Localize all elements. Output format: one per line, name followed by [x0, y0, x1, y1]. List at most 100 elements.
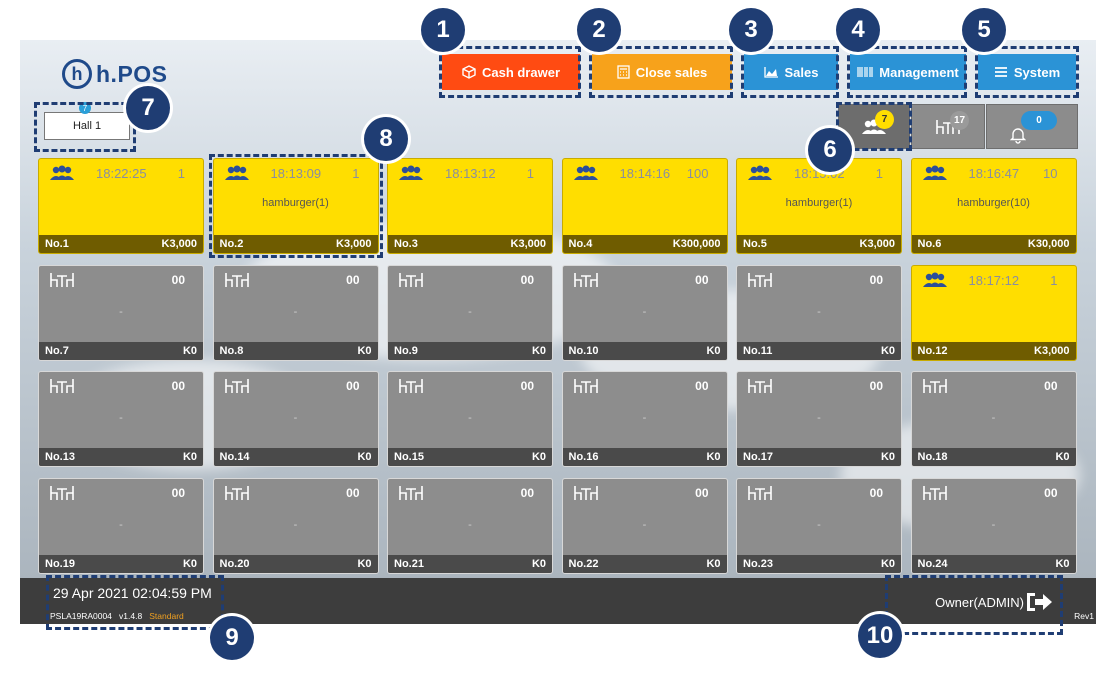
table-tile[interactable]: 00 - No.8 K0 — [212, 264, 379, 361]
filter-alerts[interactable]: 0 — [986, 104, 1078, 149]
table-tile[interactable]: 00 - No.23 K0 — [736, 477, 902, 574]
order-items: - — [468, 305, 472, 318]
table-tile[interactable]: 00 - No.9 K0 — [387, 264, 553, 361]
calculator-icon — [617, 65, 630, 79]
table-number: No.14 — [219, 451, 250, 463]
app-logo: h h.POS — [62, 56, 168, 92]
device-info: PSLA19RA0004 v1.4.8 Standard — [50, 611, 184, 621]
table-tile[interactable]: 00 - No.15 K0 — [387, 371, 553, 467]
guest-count: 00 — [171, 379, 185, 393]
table-tile[interactable]: 18:13:12 1 No.3 K3,000 — [387, 158, 553, 254]
sales-label: Sales — [784, 64, 819, 80]
table-amount: K3,000 — [161, 238, 197, 250]
callout-frame-management — [847, 46, 967, 98]
alerts-count-badge: 0 — [1021, 111, 1057, 130]
table-tile[interactable]: 18:16:47 10 hamburger(10) No.6 K30,000 — [910, 158, 1077, 254]
guest-count: 00 — [346, 485, 360, 500]
table-number: No.9 — [394, 344, 418, 357]
barcode-icon — [857, 67, 873, 77]
callout-2: 2 — [577, 8, 621, 52]
seated-time: 18:22:25 — [96, 166, 147, 181]
table-tile[interactable]: 00 - No.20 K0 — [212, 477, 379, 574]
table-footer: No.7 K0 — [39, 341, 203, 360]
filter-empty[interactable]: 17 — [911, 104, 985, 149]
seated-time: 18:13:09 — [270, 166, 322, 181]
order-items: - — [119, 305, 123, 318]
table-tile[interactable]: 00 - No.18 K0 — [910, 371, 1077, 467]
system-button[interactable]: System — [978, 54, 1076, 90]
table-amount: K0 — [357, 344, 372, 357]
hall-selector[interactable]: Hall 1 — [44, 112, 130, 140]
table-icon — [747, 485, 773, 506]
table-footer: No.18 K0 — [911, 448, 1076, 466]
table-tile[interactable]: 00 - No.16 K0 — [561, 371, 728, 467]
order-items: - — [293, 518, 298, 531]
table-number: No.15 — [394, 451, 424, 463]
people-icon — [747, 165, 773, 186]
guest-count: 1 — [1050, 272, 1058, 288]
guest-count: 00 — [520, 272, 534, 287]
table-amount: K0 — [1055, 451, 1070, 463]
table-tile[interactable]: 00 - No.22 K0 — [561, 477, 728, 574]
table-tile[interactable]: 00 - No.11 K0 — [736, 264, 902, 361]
order-items: - — [991, 412, 996, 424]
order-items: - — [293, 305, 298, 318]
table-tile[interactable]: 18:22:25 1 No.1 K3,000 — [38, 158, 204, 254]
table-amount: K0 — [182, 344, 197, 357]
table-number: No.11 — [743, 344, 773, 357]
table-amount: K0 — [357, 557, 372, 570]
sales-button[interactable]: Sales — [744, 54, 838, 90]
guest-count: 1 — [875, 166, 883, 181]
table-number: No.16 — [568, 451, 599, 463]
table-tile[interactable]: 18:14:16 100 No.4 K300,000 — [561, 158, 728, 254]
table-tile[interactable]: 18:17:12 1 No.12 K3,000 — [910, 264, 1077, 361]
table-tile[interactable]: 00 - No.19 K0 — [38, 477, 204, 574]
table-number: No.7 — [45, 344, 69, 357]
logout-button[interactable] — [1024, 590, 1054, 619]
table-tile[interactable]: 00 - No.13 K0 — [38, 371, 204, 467]
guest-count: 00 — [520, 485, 534, 500]
table-amount: K0 — [182, 451, 197, 463]
table-footer: No.5 K3,000 — [737, 235, 901, 253]
order-items: - — [468, 518, 472, 531]
table-number: No.8 — [219, 344, 244, 357]
order-items: - — [119, 518, 123, 531]
people-icon — [922, 165, 948, 186]
table-tile[interactable]: 00 - No.7 K0 — [38, 264, 204, 361]
table-tile[interactable]: 00 - No.17 K0 — [736, 371, 902, 467]
table-amount: K0 — [706, 557, 721, 570]
guest-count: 00 — [171, 485, 185, 500]
table-footer: No.22 K0 — [562, 554, 727, 573]
guest-count: 1 — [177, 166, 185, 181]
people-icon — [224, 165, 250, 186]
close-sales-button[interactable]: Close sales — [592, 54, 732, 90]
occupied-count-badge: 7 — [875, 110, 894, 129]
table-footer: No.1 K3,000 — [39, 235, 203, 253]
table-number: No.10 — [568, 344, 599, 357]
table-tile[interactable]: 18:15:02 1 hamburger(1) No.5 K3,000 — [736, 158, 902, 254]
table-icon — [398, 485, 424, 506]
table-amount: K30,000 — [1027, 238, 1070, 250]
guest-count: 1 — [352, 166, 360, 181]
callout-frame-hall — [34, 102, 136, 152]
order-items: - — [119, 412, 123, 424]
table-tile[interactable]: 00 - No.21 K0 — [387, 477, 553, 574]
table-tile[interactable]: 00 - No.24 K0 — [910, 477, 1077, 574]
management-button[interactable]: Management — [850, 54, 966, 90]
revision-label: Rev1 — [1074, 611, 1094, 621]
order-items: hamburger(1) — [785, 197, 853, 209]
cash-drawer-button[interactable]: Cash drawer — [442, 54, 580, 90]
system-label: System — [1013, 64, 1061, 80]
table-icon — [398, 378, 424, 399]
table-tile[interactable]: 18:13:09 1 hamburger(1) No.2 K3,000 — [212, 158, 379, 254]
cash-drawer-label: Cash drawer — [481, 64, 561, 80]
table-number: No.19 — [45, 557, 75, 570]
order-items: - — [468, 412, 472, 424]
table-tile[interactable]: 00 - No.14 K0 — [212, 371, 379, 467]
callout-10: 10 — [858, 614, 902, 658]
table-footer: No.17 K0 — [737, 448, 901, 466]
guest-count: 10 — [1043, 166, 1058, 181]
table-tile[interactable]: 00 - No.10 K0 — [561, 264, 728, 361]
bell-icon — [1010, 127, 1026, 144]
table-icon — [747, 272, 773, 293]
